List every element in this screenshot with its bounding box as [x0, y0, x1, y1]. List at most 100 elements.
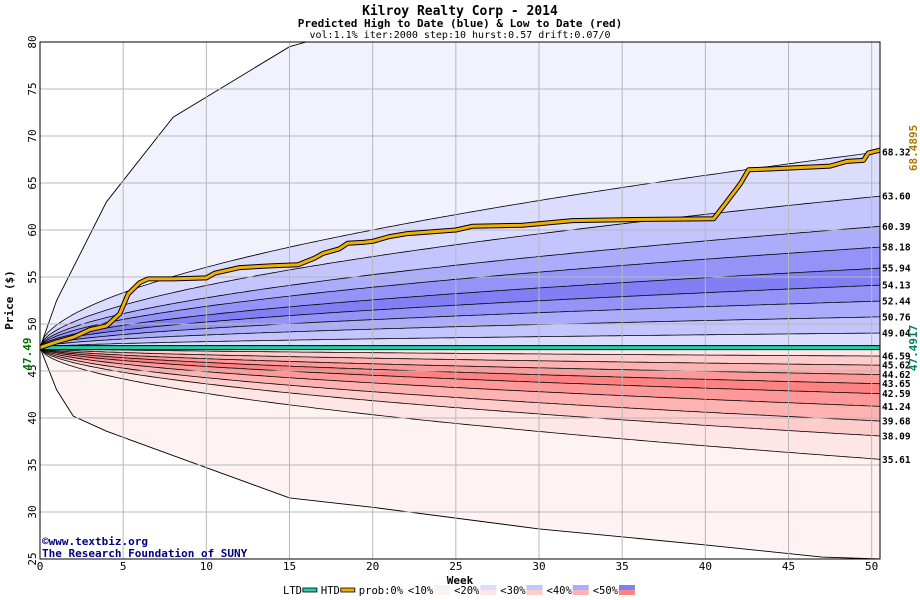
- y-tick-label: 70: [26, 129, 39, 142]
- legend-box-swatch-red: [434, 590, 451, 595]
- band-upper-0: [40, 42, 880, 348]
- band-line-upper-1: [40, 195, 880, 348]
- htd-value-label: 68.4895: [907, 125, 920, 171]
- band-upper-4: [40, 247, 880, 348]
- band-line-lower-2: [40, 347, 880, 375]
- band-line-upper-3: [40, 246, 880, 348]
- legend-box-swatch-blue: [572, 585, 589, 590]
- chart-title: Kilroy Realty Corp - 2014: [362, 4, 558, 19]
- y-tick-label: 65: [26, 176, 39, 189]
- legend-line-swatch: [340, 587, 356, 593]
- band-lower-2: [40, 347, 880, 375]
- y-tick-label: 60: [26, 223, 39, 236]
- legend-box-swatch-blue: [434, 585, 451, 590]
- band-end-label: 43.65: [882, 379, 911, 390]
- band-lower-8: [40, 347, 880, 460]
- band-line-lower-8: [40, 347, 880, 460]
- watermark-line1: ©www.textbiz.org: [42, 535, 148, 548]
- band-line-upper-7: [40, 316, 880, 348]
- plot-area: 0 5 10 15 20 25 30 35 40 45 50 25 30 35 40 45 50 55 60 65 70…: [26, 35, 911, 573]
- watermark-line2: The Research Foundation of SUNY: [42, 547, 248, 560]
- band-line-upper-4: [40, 267, 880, 348]
- band-lower-outer: [40, 347, 880, 559]
- band-end-label: 55.94: [882, 264, 911, 275]
- band-end-label: 50.76: [882, 312, 911, 323]
- band-end-label: 68.32: [882, 147, 911, 158]
- y-tick-label: 40: [26, 411, 39, 424]
- legend-box-swatch-red: [618, 590, 635, 595]
- y-tick-label: 35: [26, 458, 39, 471]
- x-tick-label: 20: [366, 560, 379, 573]
- outer-upper-curve: [40, 42, 307, 348]
- htd-line: [40, 148, 880, 350]
- band-line-upper-6: [40, 300, 880, 348]
- band-lower-4: [40, 347, 880, 394]
- band-line-lower-5: [40, 347, 880, 407]
- band-lower-5: [40, 347, 880, 407]
- band-end-label: 52.44: [882, 297, 911, 308]
- x-tick-label: 0: [37, 560, 44, 573]
- band-end-label: 35.61: [882, 455, 911, 466]
- band-line-lower-3: [40, 347, 880, 385]
- band-end-label: 45.62: [882, 361, 911, 372]
- x-axis-label: Week: [447, 574, 474, 587]
- band-upper-1: [40, 151, 880, 348]
- chart-subtitle: Predicted High to Date (blue) & Low to D…: [298, 17, 623, 30]
- legend-box-swatch-red: [480, 590, 497, 595]
- band-end-label: 44.62: [882, 370, 911, 381]
- band-line-lower-7: [40, 347, 880, 437]
- band-line-lower-0: [40, 347, 880, 357]
- band-end-label: 49.04: [882, 329, 911, 340]
- chart-params: vol:1.1% iter:2000 step:10 hurst:0.57 dr…: [309, 30, 610, 41]
- x-tick-label: 45: [782, 560, 795, 573]
- y-axis-label: Price ($): [3, 270, 16, 330]
- band-upper-2: [40, 196, 880, 348]
- band-upper-6: [40, 285, 880, 348]
- plot-content: [40, 42, 880, 559]
- band-end-label: 41.24: [882, 402, 911, 413]
- x-tick-label: 30: [532, 560, 545, 573]
- legend-label: <30%: [500, 585, 526, 597]
- band-upper-3: [40, 226, 880, 348]
- band-lower-3: [40, 347, 880, 384]
- x-tick-label: 10: [200, 560, 213, 573]
- y-tick-label: 45: [26, 364, 39, 377]
- band-end-label: 58.18: [882, 243, 911, 254]
- legend-label: <50%: [593, 585, 619, 597]
- y-tick-label: 75: [26, 82, 39, 95]
- y-tick-label: 50: [26, 317, 39, 330]
- band-line-upper-2: [40, 225, 880, 348]
- band-lower-7: [40, 347, 880, 436]
- y-tick-label: 55: [26, 270, 39, 283]
- band-end-label: 54.13: [882, 281, 911, 292]
- y-tick-label: 80: [26, 35, 39, 48]
- x-tick-label: 35: [616, 560, 629, 573]
- band-lower-6: [40, 347, 880, 421]
- band-line-lower-6: [40, 347, 880, 422]
- band-line-upper-8: [40, 332, 880, 348]
- band-upper-8: [40, 316, 880, 348]
- band-line-upper-0: [40, 151, 880, 348]
- legend-box-swatch-red: [572, 590, 589, 595]
- band-end-label: 46.59: [882, 352, 911, 363]
- band-line-lower-1: [40, 347, 880, 366]
- x-tick-label: 15: [283, 560, 296, 573]
- x-tick-label: 50: [865, 560, 878, 573]
- band-end-label: 42.59: [882, 389, 911, 400]
- legend-label: LTD: [283, 585, 302, 597]
- x-tick-label: 25: [449, 560, 462, 573]
- legend-label: HTD: [321, 585, 340, 597]
- legend-label: <40%: [547, 585, 573, 597]
- band-lower-1: [40, 347, 880, 366]
- legend-box-swatch-blue: [618, 585, 635, 590]
- legend-label: prob:0%: [359, 585, 404, 597]
- legend-box-swatch-blue: [480, 585, 497, 590]
- y-tick-label: 25: [26, 552, 39, 565]
- band-end-label: 38.09: [882, 431, 911, 442]
- x-tick-label: 5: [120, 560, 127, 573]
- band-upper-9: [40, 333, 880, 348]
- band-end-label: 60.39: [882, 222, 911, 233]
- band-upper-5: [40, 268, 880, 348]
- legend-box-swatch-blue: [526, 585, 543, 590]
